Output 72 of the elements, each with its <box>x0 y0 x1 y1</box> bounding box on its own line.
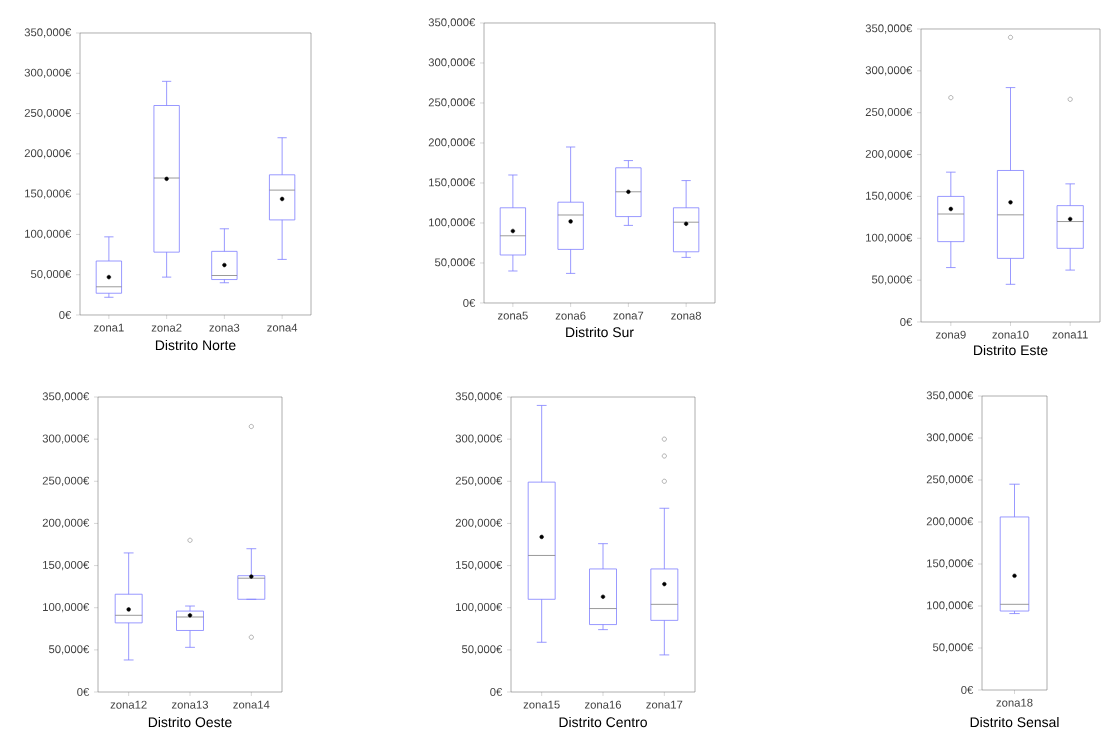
x-tick-label: zona3 <box>209 323 240 332</box>
y-tick-label: 50,000€ <box>461 645 503 655</box>
y-tick-label: 50,000€ <box>434 258 476 268</box>
x-tick-label: zona17 <box>646 700 683 709</box>
y-tick-label: 250,000€ <box>428 98 476 108</box>
y-tick-label: 0€ <box>900 318 913 326</box>
y-tick-label: 150,000€ <box>429 178 476 188</box>
y-tick-label: 300,000€ <box>455 434 503 444</box>
y-tick-label: 150,000€ <box>43 560 90 571</box>
y-tick-label: 200,000€ <box>865 149 913 160</box>
y-tick-label: 50,000€ <box>48 645 90 655</box>
y-tick-label: 300,000€ <box>865 66 913 76</box>
y-tick-label: 200,000€ <box>42 518 90 529</box>
y-tick-label: 50,000€ <box>871 275 913 285</box>
y-tick-label: 250,000€ <box>926 475 974 485</box>
y-tick-label: 250,000€ <box>455 476 503 486</box>
y-tick-label: 200,000€ <box>24 149 72 159</box>
y-tick-label: 350,000€ <box>42 392 90 402</box>
y-tick-label: 300,000€ <box>42 434 90 444</box>
y-tick-label: 250,000€ <box>24 108 72 119</box>
x-tick-label: zona16 <box>584 700 622 709</box>
x-tick-label: zona4 <box>267 323 298 332</box>
y-tick-label: 50,000€ <box>30 270 72 280</box>
y-tick-label: 350,000€ <box>24 28 72 38</box>
x-tick-label: zona13 <box>171 700 209 709</box>
y-tick-label: 150,000€ <box>456 560 503 571</box>
x-tick-label: zona7 <box>613 311 644 320</box>
x-tick-label: zona18 <box>996 698 1033 707</box>
x-tick-label: zona9 <box>935 330 966 339</box>
x-tick-label: zona11 <box>1052 330 1088 339</box>
x-tick-label: zona5 <box>497 311 528 320</box>
text: Distrito Sur <box>566 326 634 338</box>
y-tick-label: 100,000€ <box>456 603 503 613</box>
y-tick-label: 350,000€ <box>926 391 974 401</box>
y-tick-label: 200,000€ <box>926 517 974 527</box>
y-tick-label: 100,000€ <box>43 603 90 613</box>
text: Distrito Centro <box>559 716 647 728</box>
y-tick-label: 0€ <box>463 299 476 307</box>
x-tick-label: zona8 <box>671 311 702 320</box>
x-tick-label: zona14 <box>233 700 270 709</box>
y-tick-label: 50,000€ <box>932 643 974 653</box>
x-tick-label: zona15 <box>523 700 560 709</box>
text: Distrito Oeste <box>148 716 232 728</box>
text: Distrito Este <box>974 344 1048 356</box>
y-tick-label: 300,000€ <box>24 68 72 78</box>
text: Distrito Norte <box>155 339 236 351</box>
y-tick-label: 100,000€ <box>927 601 974 611</box>
y-tick-label: 350,000€ <box>455 392 503 402</box>
y-tick-label: 150,000€ <box>25 189 72 199</box>
text: Distrito Sensal <box>970 716 1059 728</box>
x-tick-label: zona1 <box>93 323 124 332</box>
y-tick-label: 350,000€ <box>428 18 476 28</box>
y-tick-label: 250,000€ <box>865 108 913 118</box>
y-tick-label: 0€ <box>490 688 503 696</box>
y-tick-label: 100,000€ <box>25 229 72 240</box>
y-tick-label: 100,000€ <box>866 233 913 243</box>
y-tick-label: 200,000€ <box>428 138 476 148</box>
y-tick-label: 100,000€ <box>429 218 476 228</box>
x-tick-label: zona12 <box>110 700 147 709</box>
x-tick-label: zona2 <box>151 323 182 332</box>
y-tick-label: 350,000€ <box>865 24 913 34</box>
y-tick-label: 250,000€ <box>42 476 90 486</box>
x-tick-label: zona10 <box>992 330 1029 339</box>
y-tick-label: 300,000€ <box>926 433 974 443</box>
y-tick-label: 0€ <box>961 686 974 694</box>
y-tick-label: 200,000€ <box>455 518 503 529</box>
y-tick-label: 150,000€ <box>927 559 974 569</box>
y-tick-label: 0€ <box>59 311 72 319</box>
y-tick-label: 150,000€ <box>866 191 913 202</box>
x-tick-label: zona6 <box>555 311 586 320</box>
y-tick-label: 0€ <box>77 688 90 696</box>
y-tick-label: 300,000€ <box>428 58 476 68</box>
